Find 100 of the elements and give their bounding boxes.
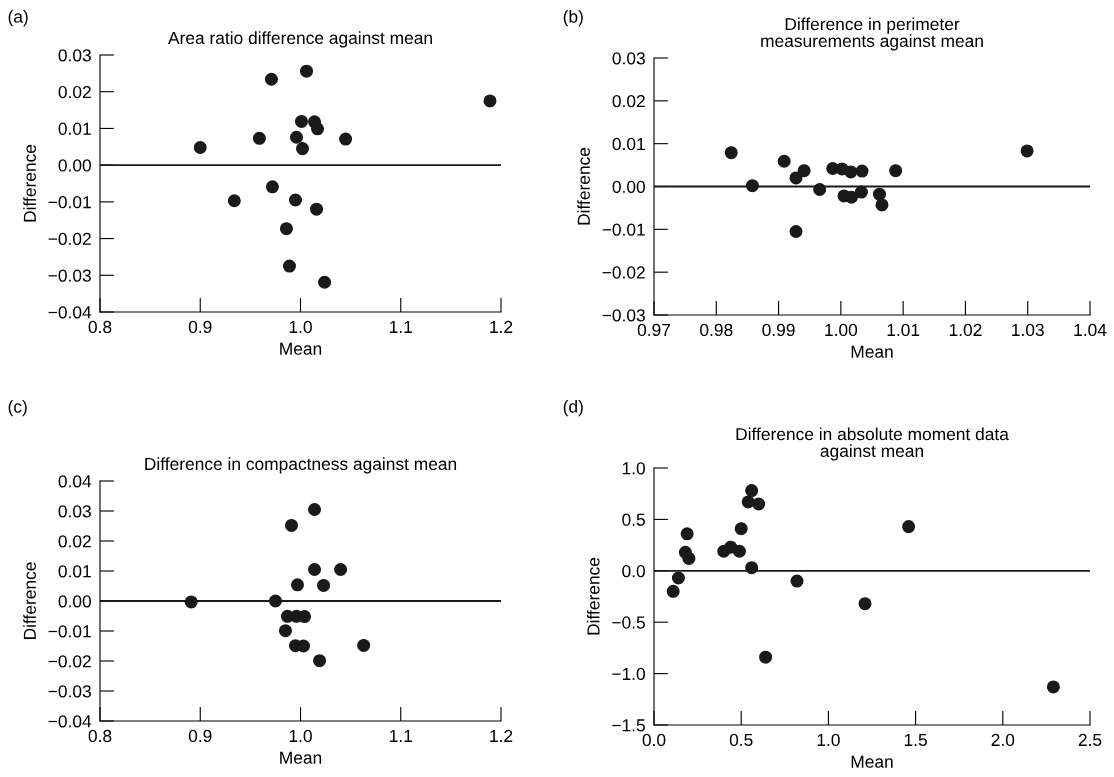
x-tick-label: 1.5 [904,733,927,747]
point [854,185,868,199]
x-tick-label: 1.02 [949,323,982,337]
y-tick-label: 0.00 [58,595,91,608]
x-axis-title: Mean [280,751,322,764]
point [844,190,858,204]
point [483,94,497,108]
point [308,562,322,577]
point [279,222,293,236]
y-tick-label: 0.0 [622,564,645,578]
y-tick-label: −0.03 [48,269,91,282]
point [252,131,266,145]
y-tick-label: −0.02 [602,266,645,279]
point [265,180,279,194]
y-axis-title: Difference [23,144,36,222]
point [288,193,302,207]
y-tick-label: −0.5 [612,616,645,629]
point [858,597,872,611]
x-tick-label: 1.03 [1012,323,1044,337]
point [334,562,348,577]
point [308,502,322,517]
point [855,164,869,178]
y-tick-label: 0.03 [58,49,91,62]
point [813,182,827,197]
y-tick-label: 0.02 [58,535,91,548]
x-tick-label: 0.99 [762,323,795,337]
y-tick-label: 0.01 [58,122,91,135]
point [268,594,282,608]
x-tick-label: 1.2 [490,320,513,333]
y-tick-label: −0.04 [48,306,92,319]
point [298,610,312,624]
point [300,64,314,78]
point [313,654,327,668]
chart-title: Difference in perimeter measurements against mean [761,17,983,51]
point [184,595,198,609]
x-tick-label: 2.0 [991,733,1015,747]
point [297,639,311,653]
x-tick-label: 1.00 [825,323,858,337]
point [294,114,309,128]
y-tick-label: 0.02 [58,85,91,99]
y-tick-label: 0.00 [58,159,91,172]
y-tick-label: 0.03 [58,505,91,518]
y-tick-label: −0.04 [48,715,92,728]
point [789,224,803,238]
point [339,132,353,146]
x-tick-label: 0.9 [188,320,212,334]
y-tick-label: 0.01 [58,565,91,578]
point [357,638,371,652]
x-tick-label: 0.97 [637,323,671,337]
x-tick-label: 1.0 [289,729,312,743]
point [1020,144,1034,158]
point [745,484,759,498]
x-tick-label: 1.1 [390,729,412,742]
y-tick-label: 0.04 [58,475,92,488]
y-tick-label: −0.03 [602,309,645,322]
x-tick-label: 1.1 [390,320,412,333]
point [734,522,748,536]
text: (a) [8,10,28,27]
chart-title: Difference in compactness against mean [145,457,457,474]
x-tick-label: 1.0 [817,733,840,747]
x-tick-label: 0.5 [729,733,753,747]
point [682,551,696,565]
point [777,154,791,168]
y-axis-title: Difference [586,557,600,635]
x-tick-label: 0.98 [700,323,733,337]
y-tick-label: −0.02 [48,232,91,246]
x-tick-label: 1.0 [289,320,312,334]
y-tick-label: −1.0 [612,667,645,681]
text: (b) [563,10,583,27]
point [310,202,324,216]
x-tick-label: 0.8 [88,729,112,743]
x-tick-label: 2.5 [1078,733,1102,747]
point [724,146,738,160]
x-tick-label: 1.04 [1074,323,1107,337]
x-tick-label: 0.9 [188,729,212,743]
point [680,527,694,541]
point [227,194,241,208]
x-axis-title: Mean [851,755,893,768]
point [872,187,886,201]
point [311,122,325,136]
point [290,578,304,592]
x-axis-title: Mean [851,345,893,358]
chart-title: Area ratio difference against mean [168,31,432,48]
point [278,624,292,638]
point [752,497,766,511]
point [318,275,332,289]
y-tick-label: 0.01 [612,137,645,151]
y-axis-title: Difference [23,562,36,639]
x-tick-label: 0.0 [642,733,666,747]
point [875,198,889,212]
point [1046,680,1060,694]
y-tick-label: −0.01 [48,625,91,638]
point [289,130,303,144]
text: (c) [8,400,27,417]
point [759,650,773,664]
y-tick-label: −0.02 [48,655,91,668]
y-tick-label: −0.01 [602,223,645,236]
y-tick-label: −0.03 [48,685,91,698]
point [284,518,298,532]
y-tick-label: 0.02 [612,95,645,108]
